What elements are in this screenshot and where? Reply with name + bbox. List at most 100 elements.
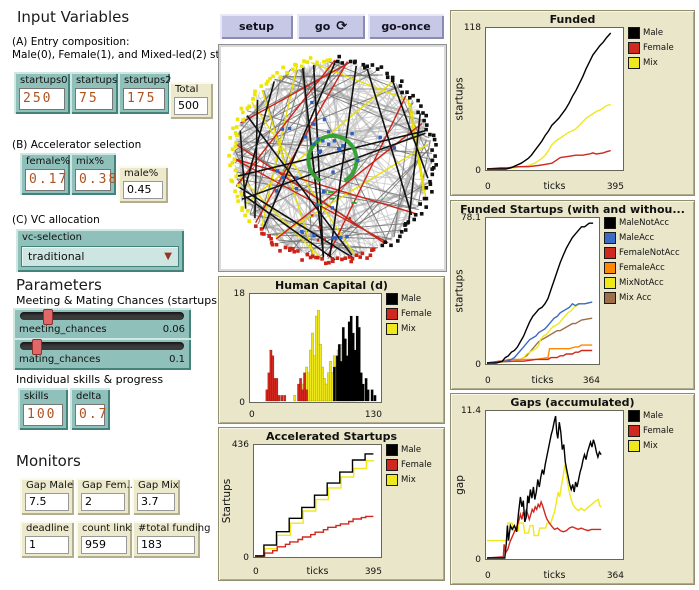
input-startups2: startups2 175 <box>118 72 172 114</box>
y-axis-min-label: 0 <box>475 166 481 176</box>
legend-label: Female <box>401 460 432 470</box>
legend-label: Male <box>643 28 664 38</box>
section-title-input-variables: Input Variables <box>17 8 130 26</box>
vc-selection-chooser-box[interactable]: traditional ▼ <box>21 246 179 267</box>
input-mix-pct-label: mix% <box>76 156 104 167</box>
legend-swatch-icon <box>604 247 616 259</box>
legend-swatch-icon <box>628 27 640 39</box>
input-delta-field[interactable]: 0.7 <box>75 404 106 426</box>
legend-swatch-icon <box>604 262 616 274</box>
legend-label: Male <box>401 294 422 304</box>
slider-meeting-chances-value: 0.06 <box>162 324 185 335</box>
y-axis-title: startups <box>453 77 466 121</box>
plot-funded-startups: Funded Startups (with and withou... 78.1… <box>450 200 695 390</box>
x-axis-min-label: 0 <box>485 182 491 192</box>
plot-human-capital-legend: Male Female Mix <box>386 293 440 335</box>
legend-item: Mix Acc <box>604 292 690 304</box>
y-axis-min-label: 0 <box>239 398 245 408</box>
slider-meeting-chances[interactable]: meeting_chances 0.06 <box>13 308 191 340</box>
input-delta: delta 0.7 <box>70 388 110 430</box>
monitor-total-funding-value: 183 <box>137 536 195 554</box>
legend-label: Female <box>643 43 674 53</box>
section-title-parameters: Parameters <box>16 276 102 294</box>
legend-label: Female <box>643 426 674 436</box>
setup-button[interactable]: setup <box>220 14 293 39</box>
plot-human-capital-title: Human Capital (d) <box>275 279 388 292</box>
input-startups2-field[interactable]: 175 <box>123 88 165 110</box>
plot-gaps-title: Gaps (accumulated) <box>510 396 635 409</box>
legend-item: Male <box>386 444 440 456</box>
go-button-label: go <box>314 20 331 33</box>
go-button[interactable]: go ⟳ <box>297 14 365 39</box>
legend-label: Female <box>401 309 432 319</box>
plot-accelerated-startups-title: Accelerated Startups <box>265 430 398 443</box>
slider-meeting-chances-label: meeting_chances <box>19 324 107 335</box>
plot-accelerated-startups-area <box>253 444 382 558</box>
legend-swatch-icon <box>628 425 640 437</box>
legend-swatch-icon <box>386 474 398 486</box>
legend-swatch-icon <box>386 323 398 335</box>
section-title-monitors: Monitors <box>16 452 81 470</box>
chances-label: Meeting & Mating Chances (startups) <box>16 294 222 307</box>
plot-gaps-area <box>485 410 624 560</box>
vc-selection-chooser-label: vc-selection <box>22 232 82 243</box>
slider-mating-chances-value: 0.1 <box>169 354 185 365</box>
y-axis-max-label: 118 <box>463 23 481 33</box>
input-female-pct-field[interactable]: 0.17 <box>25 169 66 191</box>
plot-human-capital-area <box>249 293 382 403</box>
monitor-total-funding: #total funding 183 <box>132 521 211 558</box>
slider-mating-chances-handle[interactable] <box>32 339 42 355</box>
legend-label: Mix <box>643 441 658 451</box>
monitor-gap-female: Gap Fem... 2 <box>76 478 136 515</box>
legend-item: MaleNotAcc <box>604 217 690 229</box>
x-axis-title: ticks <box>543 570 566 581</box>
input-skills-label: skills <box>24 391 49 402</box>
legend-item: FemaleAcc <box>604 262 690 274</box>
plot-funded-startups-title: Funded Startups (with and withou... <box>460 203 685 216</box>
x-axis-max-label: 130 <box>364 410 382 420</box>
plot-gaps-legend: Male Female Mix <box>628 410 690 452</box>
input-startups0: startups0 250 <box>14 72 70 114</box>
legend-item: MixNotAcc <box>604 277 690 289</box>
monitor-male-pct-value: 0.45 <box>123 181 163 199</box>
y-axis-max-label: 436 <box>231 440 249 450</box>
legend-swatch-icon <box>386 444 398 456</box>
legend-swatch-icon <box>604 232 616 244</box>
x-axis-title: ticks <box>543 181 566 192</box>
y-axis-max-label: 18 <box>233 289 245 299</box>
monitor-gap-male-label: Gap Male <box>26 480 74 491</box>
y-axis-title: gap <box>453 475 466 495</box>
plot-funded-startups-legend: MaleNotAcc MaleAcc FemaleNotAcc FemaleAcc Mi… <box>604 217 690 304</box>
network-svg <box>227 54 438 266</box>
setup-button-label: setup <box>239 20 274 33</box>
accelerator-selection-label: (B) Accelerator selection <box>12 139 142 151</box>
chevron-down-icon: ▼ <box>164 251 172 262</box>
legend-item: FemaleNotAcc <box>604 247 690 259</box>
slider-mating-chances-track[interactable] <box>20 339 184 355</box>
legend-swatch-icon <box>604 217 616 229</box>
legend-label: MaleNotAcc <box>619 218 670 228</box>
slider-meeting-chances-track[interactable] <box>20 309 184 325</box>
input-startups1-field[interactable]: 75 <box>75 88 113 110</box>
monitor-total: Total 500 <box>169 82 213 119</box>
slider-meeting-chances-handle[interactable] <box>43 309 53 325</box>
vc-selection-chooser[interactable]: vc-selection traditional ▼ <box>16 229 184 272</box>
entry-composition-label-line2: Male(0), Female(1), and Mixed-led(2) sta… <box>12 49 254 61</box>
y-axis-min-label: 0 <box>475 360 481 370</box>
input-skills: skills 100 <box>18 388 68 430</box>
monitor-count-links: count links 959 <box>76 521 136 558</box>
monitor-gap-mix-value: 3.7 <box>137 493 175 511</box>
legend-swatch-icon <box>386 308 398 320</box>
input-skills-field[interactable]: 100 <box>23 404 63 426</box>
input-startups0-field[interactable]: 250 <box>19 88 65 110</box>
monitor-total-funding-label: #total funding <box>138 523 211 534</box>
monitor-gap-female-value: 2 <box>81 493 125 511</box>
legend-item: Mix <box>386 474 440 486</box>
monitor-deadline-label: deadline <box>26 523 70 534</box>
slider-mating-chances[interactable]: mating_chances 0.1 <box>13 338 191 370</box>
skills-progress-label: Individual skills & progress <box>16 373 164 386</box>
go-once-button[interactable]: go-once <box>368 14 444 39</box>
x-axis-min-label: 0 <box>249 410 255 420</box>
world-view <box>218 44 447 272</box>
input-mix-pct-field[interactable]: 0.38 <box>75 169 116 191</box>
